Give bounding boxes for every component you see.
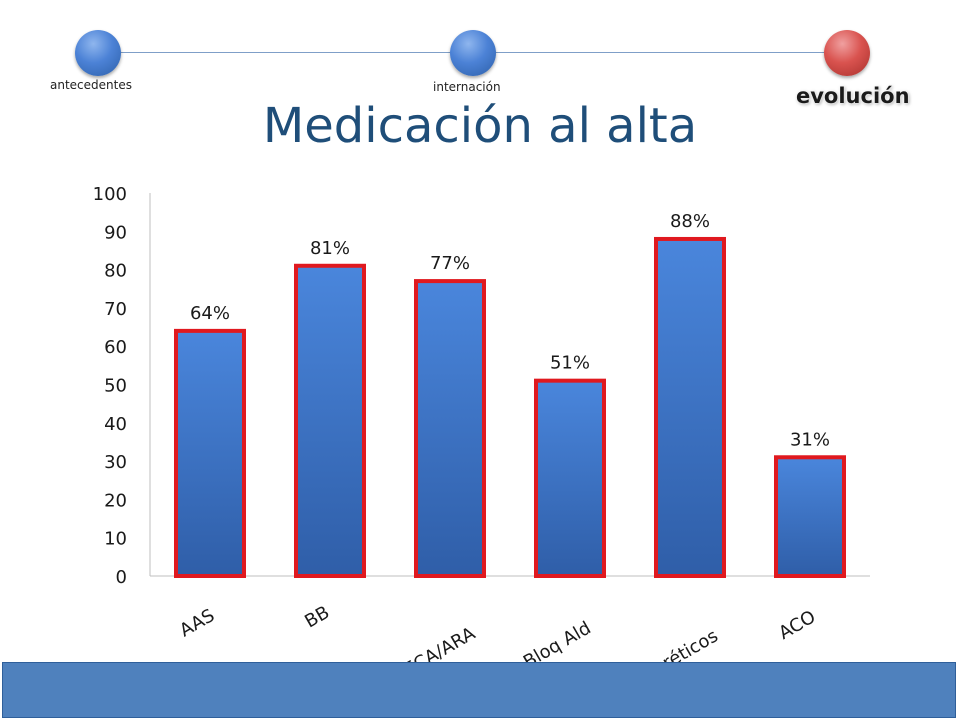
step-antecedentes-label[interactable]: antecedentes [50,78,132,92]
data-label: 77% [430,253,470,274]
step-internacion-label[interactable]: internación [433,80,501,94]
footer-bar [2,662,956,718]
y-tick-label: 70 [104,299,127,320]
y-tick-label: 0 [116,567,127,588]
step-antecedentes-dot[interactable] [75,30,121,76]
bar [294,263,366,578]
data-label: 88% [670,211,710,232]
bar [654,236,726,579]
page-title: Medicación al alta [262,98,698,154]
data-label: 81% [310,238,350,259]
category-label: BB [301,602,333,633]
bar [534,378,606,579]
y-tick-label: 80 [104,261,127,282]
y-tick-label: 20 [104,490,127,511]
bar [174,328,246,578]
step-evolucion-label[interactable]: evolución [796,84,910,108]
bar [774,455,846,578]
data-label: 51% [550,353,590,374]
category-label: AAS [176,605,218,641]
y-tick-label: 90 [104,222,127,243]
step-evolucion-dot[interactable] [824,30,870,76]
data-label: 64% [190,303,230,324]
category-label: ACO [775,606,819,644]
y-tick-label: 30 [104,452,127,473]
y-tick-label: 50 [104,376,127,397]
step-internacion-dot[interactable] [450,30,496,76]
y-tick-label: 10 [104,529,127,550]
y-tick-label: 40 [104,414,127,435]
bar [414,279,486,578]
y-tick-label: 100 [93,184,127,205]
data-label: 31% [790,429,830,450]
y-tick-label: 60 [104,337,127,358]
